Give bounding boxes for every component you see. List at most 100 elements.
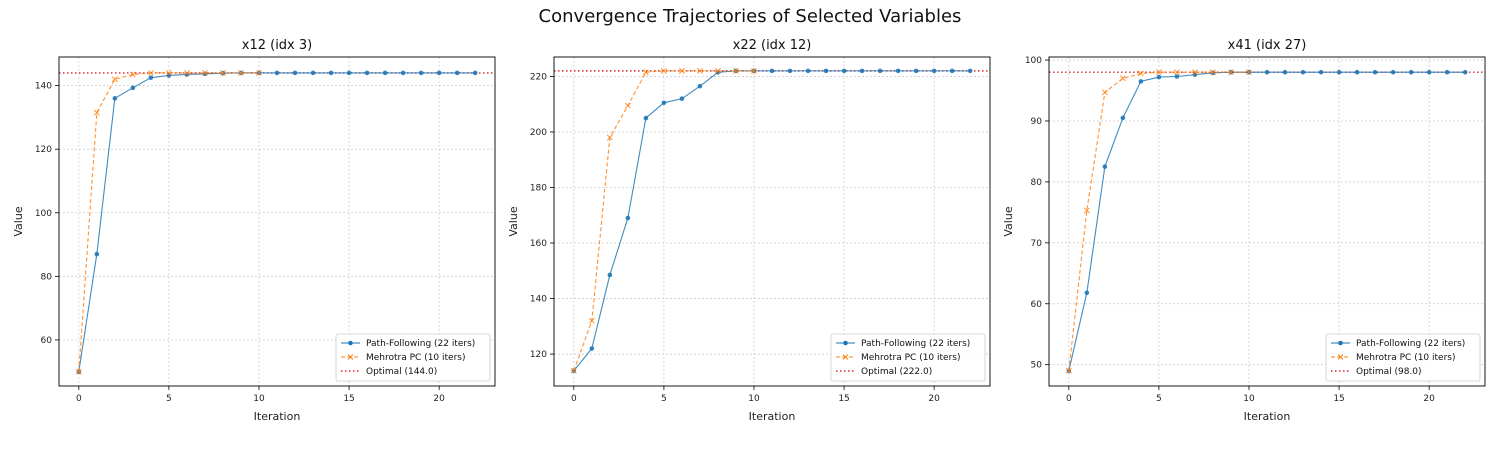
x-tick-label: 20 [928, 394, 940, 404]
mehrotra-point [1228, 69, 1234, 76]
subplot-2: 0 5 10 15 20 120 140 160 180 200 220 x22 (idx 12) It… [507, 38, 991, 423]
path-following-point [1192, 72, 1198, 77]
y-tick-label: 180 [530, 183, 547, 193]
y-tick-label: 120 [35, 145, 52, 155]
mehrotra-point [147, 69, 154, 76]
y-tick-label: 100 [1025, 56, 1042, 66]
mehrotra-point [1155, 69, 1162, 76]
legend-box [1325, 333, 1481, 382]
mehrotra-point-stroke [606, 134, 613, 141]
path-following-point [679, 96, 685, 101]
legend-label: Optimal (222.0) [861, 367, 932, 377]
mehrotra-point [588, 317, 595, 324]
mehrotra-point-stroke [751, 67, 757, 74]
x-axis-label: Iteration [254, 410, 301, 423]
path-following-point [1390, 69, 1396, 75]
x-tick-label: 5 [166, 394, 172, 404]
mehrotra-point [1083, 207, 1090, 214]
path-following-point [931, 68, 937, 74]
mehrotra-point-stroke [1246, 69, 1252, 76]
legend-label: Path-Following (22 iters) [861, 339, 970, 349]
mehrotra-point-stroke [238, 69, 244, 76]
mehrotra-point-stroke [165, 69, 172, 76]
mehrotra-point-stroke [1119, 75, 1126, 82]
mehrotra-point-stroke [696, 67, 703, 74]
y-tick-label: 160 [530, 239, 547, 249]
y-tick-label: 50 [1031, 361, 1043, 371]
subplot-3: 0 5 10 15 20 50 60 70 80 90 100 x41 (idx 27) Iterati… [1002, 38, 1486, 423]
mehrotra-point-stroke [1228, 69, 1234, 76]
mehrotra-point-stroke [75, 368, 82, 375]
x-tick-label: 10 [253, 394, 265, 404]
y-tick-label: 220 [530, 72, 547, 82]
x-tick-label: 15 [1333, 394, 1344, 404]
x-tick-label: 15 [838, 394, 849, 404]
mehrotra-point [678, 67, 685, 74]
mehrotra-point-stroke [147, 69, 154, 76]
path-following-point [472, 70, 478, 76]
path-following-point [697, 83, 703, 89]
y-tick-label: 60 [1031, 300, 1043, 310]
x-tick-label: 0 [76, 394, 82, 404]
path-following-point [1174, 74, 1180, 79]
path-following-point [1336, 69, 1342, 75]
path-following-point [841, 68, 847, 74]
y-tick-label: 60 [41, 336, 53, 346]
figure-title: Convergence Trajectories of Selected Var… [538, 6, 962, 27]
x-tick-label: 5 [1156, 394, 1162, 404]
y-tick-label: 90 [1031, 117, 1043, 127]
mehrotra-point [1137, 70, 1144, 77]
x-tick-label: 20 [433, 394, 445, 404]
mehrotra-point-stroke [1173, 69, 1180, 76]
path-following-point [769, 68, 775, 74]
mehrotra-point [111, 76, 118, 83]
x-tick-label: 20 [1423, 394, 1435, 404]
path-following-point [949, 68, 955, 74]
path-following-point [94, 251, 100, 257]
path-following-point [1138, 79, 1144, 84]
legend: Path-Following (22 iters) Mehrotra PC (10… [335, 333, 491, 382]
path-following-point [1084, 290, 1090, 296]
y-tick-label: 200 [530, 128, 547, 138]
path-following-point [805, 68, 811, 74]
subplot-title: x22 (idx 12) [733, 38, 812, 53]
mehrotra-point [201, 69, 208, 76]
path-following-line [1068, 71, 1466, 371]
path-following-line [573, 70, 971, 372]
mehrotra-point [219, 69, 226, 76]
mehrotra-point [75, 368, 82, 375]
path-following-point [418, 70, 424, 76]
path-following-point [913, 68, 919, 74]
path-following-point [1156, 74, 1162, 80]
mehrotra-point-stroke [642, 69, 649, 76]
mehrotra-point [238, 69, 244, 76]
mehrotra-line [573, 70, 754, 371]
path-following-point [112, 96, 118, 101]
legend-marker [843, 340, 848, 346]
mehrotra-point-stroke [733, 67, 739, 74]
path-following-point [1102, 164, 1108, 169]
mehrotra-point [93, 109, 100, 116]
legend-label: Mehrotra PC (10 iters) [1356, 353, 1455, 363]
mehrotra-point-stroke [219, 69, 226, 76]
path-following-point [1354, 69, 1360, 75]
mehrotra-point-stroke [129, 71, 136, 78]
path-following-point [859, 68, 865, 74]
mehrotra-point-stroke [678, 67, 685, 74]
x-tick-label: 15 [343, 394, 354, 404]
path-following-point [382, 70, 388, 76]
mehrotra-point [714, 67, 721, 74]
legend-box [335, 333, 491, 382]
x-tick-label: 0 [1066, 394, 1072, 404]
y-tick-label: 140 [530, 295, 547, 305]
mehrotra-point [1246, 69, 1252, 76]
x-axis-label: Iteration [1244, 410, 1291, 423]
mehrotra-point [1065, 367, 1072, 374]
mehrotra-point [642, 69, 649, 76]
path-following-line [78, 72, 476, 372]
y-axis-label: Value [1002, 206, 1015, 236]
mehrotra-point-stroke [714, 67, 721, 74]
mehrotra-point [733, 67, 739, 74]
mehrotra-point-stroke [624, 102, 631, 109]
